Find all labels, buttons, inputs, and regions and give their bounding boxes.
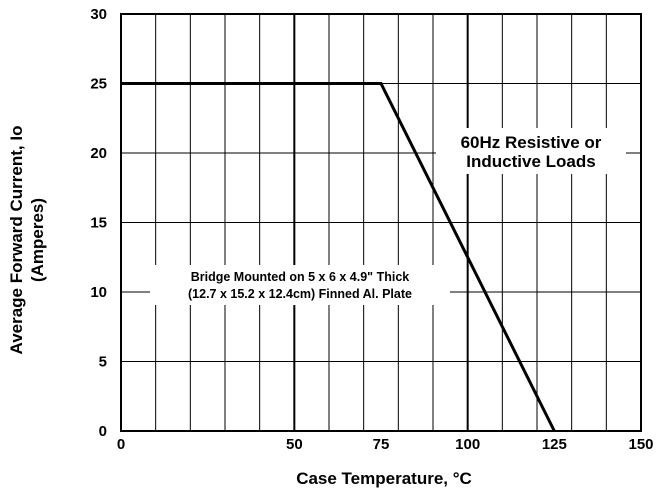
y-tick-label: 10 <box>90 284 107 301</box>
grid-lines <box>121 14 641 431</box>
x-axis-title: Case Temperature, °C <box>296 469 472 488</box>
annotation-mounting-line1: Bridge Mounted on 5 x 6 x 4.9" Thick <box>191 270 410 284</box>
annotation-loads-line2: Inductive Loads <box>466 152 595 171</box>
x-tick-label: 0 <box>117 436 125 453</box>
x-tick-labels: 0 50 75 100 125 150 <box>117 436 654 453</box>
annotation-bg-mounting <box>150 265 450 305</box>
x-tick-label: 50 <box>286 436 303 453</box>
annotation-bg-loads <box>436 128 626 174</box>
x-tick-label: 75 <box>373 436 390 453</box>
y-tick-labels: 0 5 10 15 20 25 30 <box>90 6 107 440</box>
y-tick-label: 20 <box>90 145 107 162</box>
x-tick-label: 125 <box>542 436 567 453</box>
y-axis-title-line1: Average Forward Current, Io <box>7 126 26 355</box>
y-tick-label: 15 <box>90 215 107 232</box>
y-tick-label: 5 <box>99 354 107 371</box>
derating-curve <box>121 82 556 432</box>
annotation-loads-line1: 60Hz Resistive or <box>461 133 602 152</box>
annotation-mounting-line2: (12.7 x 15.2 x 12.4cm) Finned Al. Plate <box>188 287 412 301</box>
y-tick-label: 0 <box>99 423 107 440</box>
y-axis-title-line2: (Amperes) <box>28 198 47 282</box>
x-tick-label: 150 <box>628 436 653 453</box>
plot-frame <box>120 13 642 432</box>
y-tick-label: 30 <box>90 6 107 23</box>
y-tick-label: 25 <box>90 76 107 93</box>
x-tick-label: 100 <box>455 436 480 453</box>
